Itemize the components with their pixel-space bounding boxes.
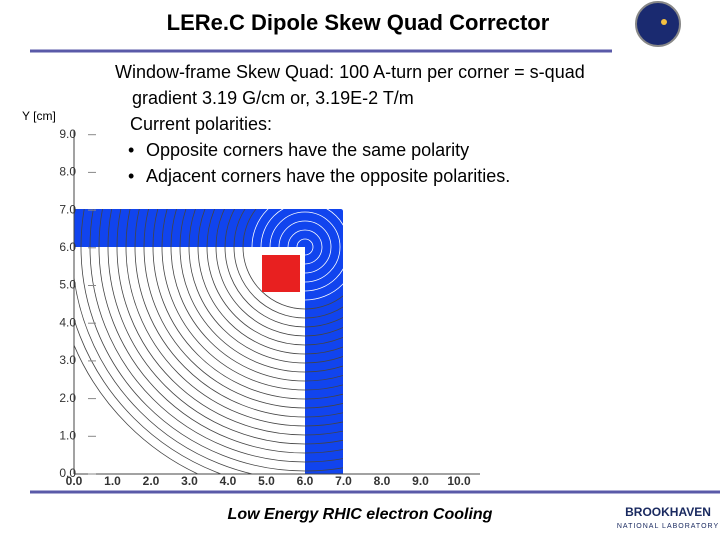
y-tick-label: 7.0 [59, 202, 76, 216]
y-tick-label: 2.0 [59, 391, 76, 405]
contour [98, 209, 343, 454]
bullet-text: Opposite corners have the same polarity [146, 140, 469, 160]
contour [233, 209, 343, 319]
y-tick-label: 4.0 [59, 315, 76, 329]
contour [269, 211, 341, 283]
body-line: gradient 3.19 G/cm or, 3.19E-2 T/m [132, 88, 414, 108]
contour [152, 209, 343, 400]
x-tick-label: 6.0 [297, 474, 314, 488]
contour [278, 220, 332, 274]
top-logo [635, 1, 681, 47]
y-tick-label: 0.0 [59, 466, 76, 480]
contour [116, 209, 343, 436]
contour [161, 209, 343, 391]
contour [107, 209, 343, 445]
contour [251, 209, 343, 301]
x-tick-label: 8.0 [374, 474, 391, 488]
x-tick-label: 7.0 [335, 474, 352, 488]
y-tick-label: 1.0 [59, 428, 76, 442]
contour [89, 209, 343, 463]
contour [287, 229, 323, 265]
y-tick-label: 9.0 [59, 127, 76, 141]
footer-text: Low Energy RHIC electron Cooling [228, 506, 493, 523]
contour [197, 209, 343, 355]
bullet: • [128, 166, 134, 186]
contour [134, 209, 343, 418]
body-line: Window-frame Skew Quad: 100 A-turn per c… [115, 62, 585, 82]
x-tick-label: 9.0 [412, 474, 429, 488]
contour [179, 209, 343, 373]
contour [143, 209, 343, 409]
x-tick-label: 2.0 [143, 474, 160, 488]
contour [242, 209, 343, 310]
iron-side [305, 209, 343, 474]
contour [125, 209, 343, 427]
contour [296, 238, 314, 256]
x-tick-label: 4.0 [220, 474, 237, 488]
logo-star [661, 19, 667, 25]
logo-top: BROOKHAVEN [625, 505, 711, 519]
x-tick-label: 3.0 [181, 474, 198, 488]
body-text: Window-frame Skew Quad: 100 A-turn per c… [115, 62, 585, 186]
bullet: • [128, 140, 134, 160]
y-tick-label: 6.0 [59, 240, 76, 254]
field-plot: Y [cm] 0.0 1.0 2.0 3.0 4.0 5.0 6.0 7.0 8.0 9.0 0.0 1… [22, 109, 480, 488]
contour [224, 209, 343, 328]
logo-bottom: NATIONAL LABORATORY [617, 523, 719, 530]
x-tick-label: 10.0 [447, 474, 471, 488]
body-line: Current polarities: [130, 114, 272, 134]
y-tick-label: 5.0 [59, 278, 76, 292]
x-tick-label: 0.0 [66, 474, 83, 488]
contour [260, 209, 343, 292]
bnl-logo: BROOKHAVEN NATIONAL LABORATORY [617, 505, 719, 530]
x-tick-label: 1.0 [104, 474, 121, 488]
bullet-text: Adjacent corners have the opposite polar… [146, 166, 510, 186]
y-axis-label: Y [cm] [22, 109, 56, 123]
y-tick-label: 8.0 [59, 165, 76, 179]
contour [80, 209, 343, 472]
coil [262, 255, 300, 292]
slide-title: LERe.C Dipole Skew Quad Corrector [167, 10, 550, 35]
contour [215, 209, 343, 337]
x-tick-label: 5.0 [258, 474, 275, 488]
contour [206, 209, 343, 346]
field-contours [74, 209, 343, 474]
logo-circle [635, 1, 681, 47]
y-tick-label: 3.0 [59, 353, 76, 367]
contour [188, 209, 343, 364]
contour [170, 209, 343, 382]
